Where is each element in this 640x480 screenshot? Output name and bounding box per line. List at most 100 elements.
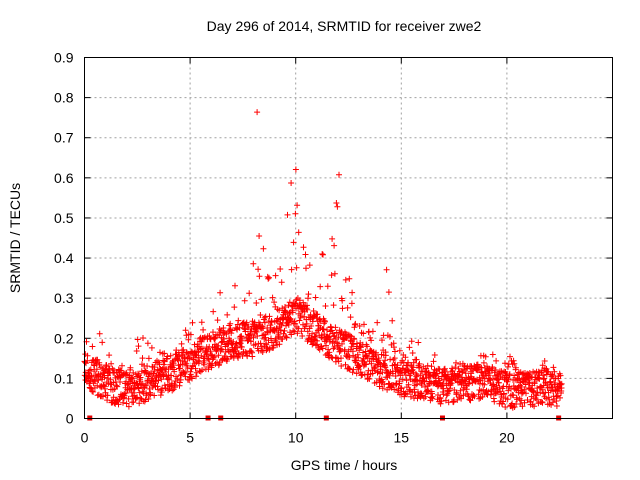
data-point bbox=[189, 375, 195, 382]
data-point bbox=[558, 380, 565, 387]
data-point bbox=[342, 276, 349, 283]
data-point bbox=[242, 328, 249, 335]
data-point bbox=[277, 327, 284, 334]
x-tick-label: 15 bbox=[394, 430, 410, 446]
data-point bbox=[100, 382, 107, 389]
data-point bbox=[379, 369, 386, 376]
data-point bbox=[389, 317, 396, 324]
data-point bbox=[418, 382, 425, 388]
data-point bbox=[114, 383, 121, 390]
data-point bbox=[557, 394, 563, 401]
data-point bbox=[553, 403, 560, 409]
data-point bbox=[273, 325, 280, 332]
data-point bbox=[429, 393, 436, 400]
data-point bbox=[392, 348, 398, 355]
data-point bbox=[130, 399, 137, 406]
data-point bbox=[415, 339, 422, 346]
data-point bbox=[157, 349, 163, 356]
grid-lines bbox=[84, 57, 613, 419]
data-point bbox=[516, 375, 523, 382]
data-point bbox=[333, 200, 340, 206]
data-point bbox=[295, 325, 302, 332]
data-point bbox=[547, 378, 554, 385]
data-point bbox=[133, 348, 140, 354]
data-point bbox=[220, 325, 227, 331]
data-point bbox=[296, 297, 303, 304]
data-point bbox=[437, 395, 444, 402]
data-points bbox=[81, 109, 565, 411]
data-point bbox=[236, 324, 243, 331]
data-point bbox=[463, 386, 470, 393]
data-point bbox=[312, 294, 319, 301]
data-point bbox=[557, 372, 564, 379]
data-point bbox=[499, 369, 506, 376]
y-tick-label: 0.9 bbox=[54, 50, 74, 66]
data-point bbox=[347, 314, 354, 321]
data-point bbox=[232, 282, 238, 289]
data-point bbox=[186, 355, 193, 362]
y-axis-label: SRMTID / TECUs bbox=[7, 183, 23, 293]
data-point bbox=[90, 388, 97, 395]
data-point bbox=[462, 378, 469, 385]
data-point bbox=[480, 359, 487, 366]
data-point bbox=[224, 311, 231, 318]
data-point bbox=[248, 338, 254, 345]
data-point bbox=[164, 353, 171, 360]
data-point bbox=[95, 377, 102, 383]
data-point bbox=[145, 396, 152, 402]
data-point bbox=[283, 334, 290, 341]
data-point bbox=[136, 389, 143, 396]
data-point bbox=[152, 378, 159, 385]
data-point bbox=[229, 327, 235, 334]
data-point bbox=[531, 403, 538, 410]
data-point bbox=[125, 395, 132, 402]
data-point bbox=[88, 372, 95, 379]
data-point bbox=[422, 393, 429, 400]
data-point bbox=[198, 338, 205, 345]
data-point bbox=[257, 340, 264, 347]
data-point bbox=[182, 327, 189, 334]
data-point bbox=[171, 368, 178, 375]
data-point bbox=[288, 180, 295, 186]
data-point bbox=[226, 337, 233, 344]
data-point bbox=[94, 392, 101, 399]
data-point bbox=[99, 339, 106, 346]
data-point bbox=[557, 381, 564, 388]
y-tick-label: 0 bbox=[66, 411, 74, 427]
data-point bbox=[504, 396, 511, 403]
data-point bbox=[489, 365, 496, 372]
data-point bbox=[304, 306, 311, 313]
data-point bbox=[341, 346, 348, 353]
data-point bbox=[269, 294, 276, 301]
data-point bbox=[227, 320, 234, 327]
data-point bbox=[151, 392, 158, 399]
data-point bbox=[261, 319, 268, 326]
data-point bbox=[216, 326, 223, 332]
data-point bbox=[346, 275, 353, 282]
data-point bbox=[215, 352, 222, 359]
data-point bbox=[254, 109, 261, 116]
data-point bbox=[172, 384, 178, 391]
data-point bbox=[94, 382, 101, 389]
data-point bbox=[298, 328, 305, 335]
data-point bbox=[325, 346, 332, 353]
data-point bbox=[347, 337, 354, 344]
data-point bbox=[356, 323, 363, 329]
y-tick-label: 0.3 bbox=[54, 290, 74, 306]
x-tick-label: 10 bbox=[288, 430, 304, 446]
data-point bbox=[198, 319, 205, 326]
data-point bbox=[434, 370, 440, 377]
data-point bbox=[428, 394, 434, 401]
data-point bbox=[391, 355, 398, 362]
data-point bbox=[407, 393, 414, 400]
data-point bbox=[312, 334, 319, 340]
data-point bbox=[193, 373, 199, 380]
data-point bbox=[155, 386, 161, 393]
data-point bbox=[197, 368, 204, 375]
data-point bbox=[306, 262, 313, 269]
data-point bbox=[335, 334, 342, 341]
data-point bbox=[502, 404, 509, 410]
data-point bbox=[360, 330, 367, 337]
data-point bbox=[379, 337, 385, 344]
data-point bbox=[376, 359, 382, 366]
